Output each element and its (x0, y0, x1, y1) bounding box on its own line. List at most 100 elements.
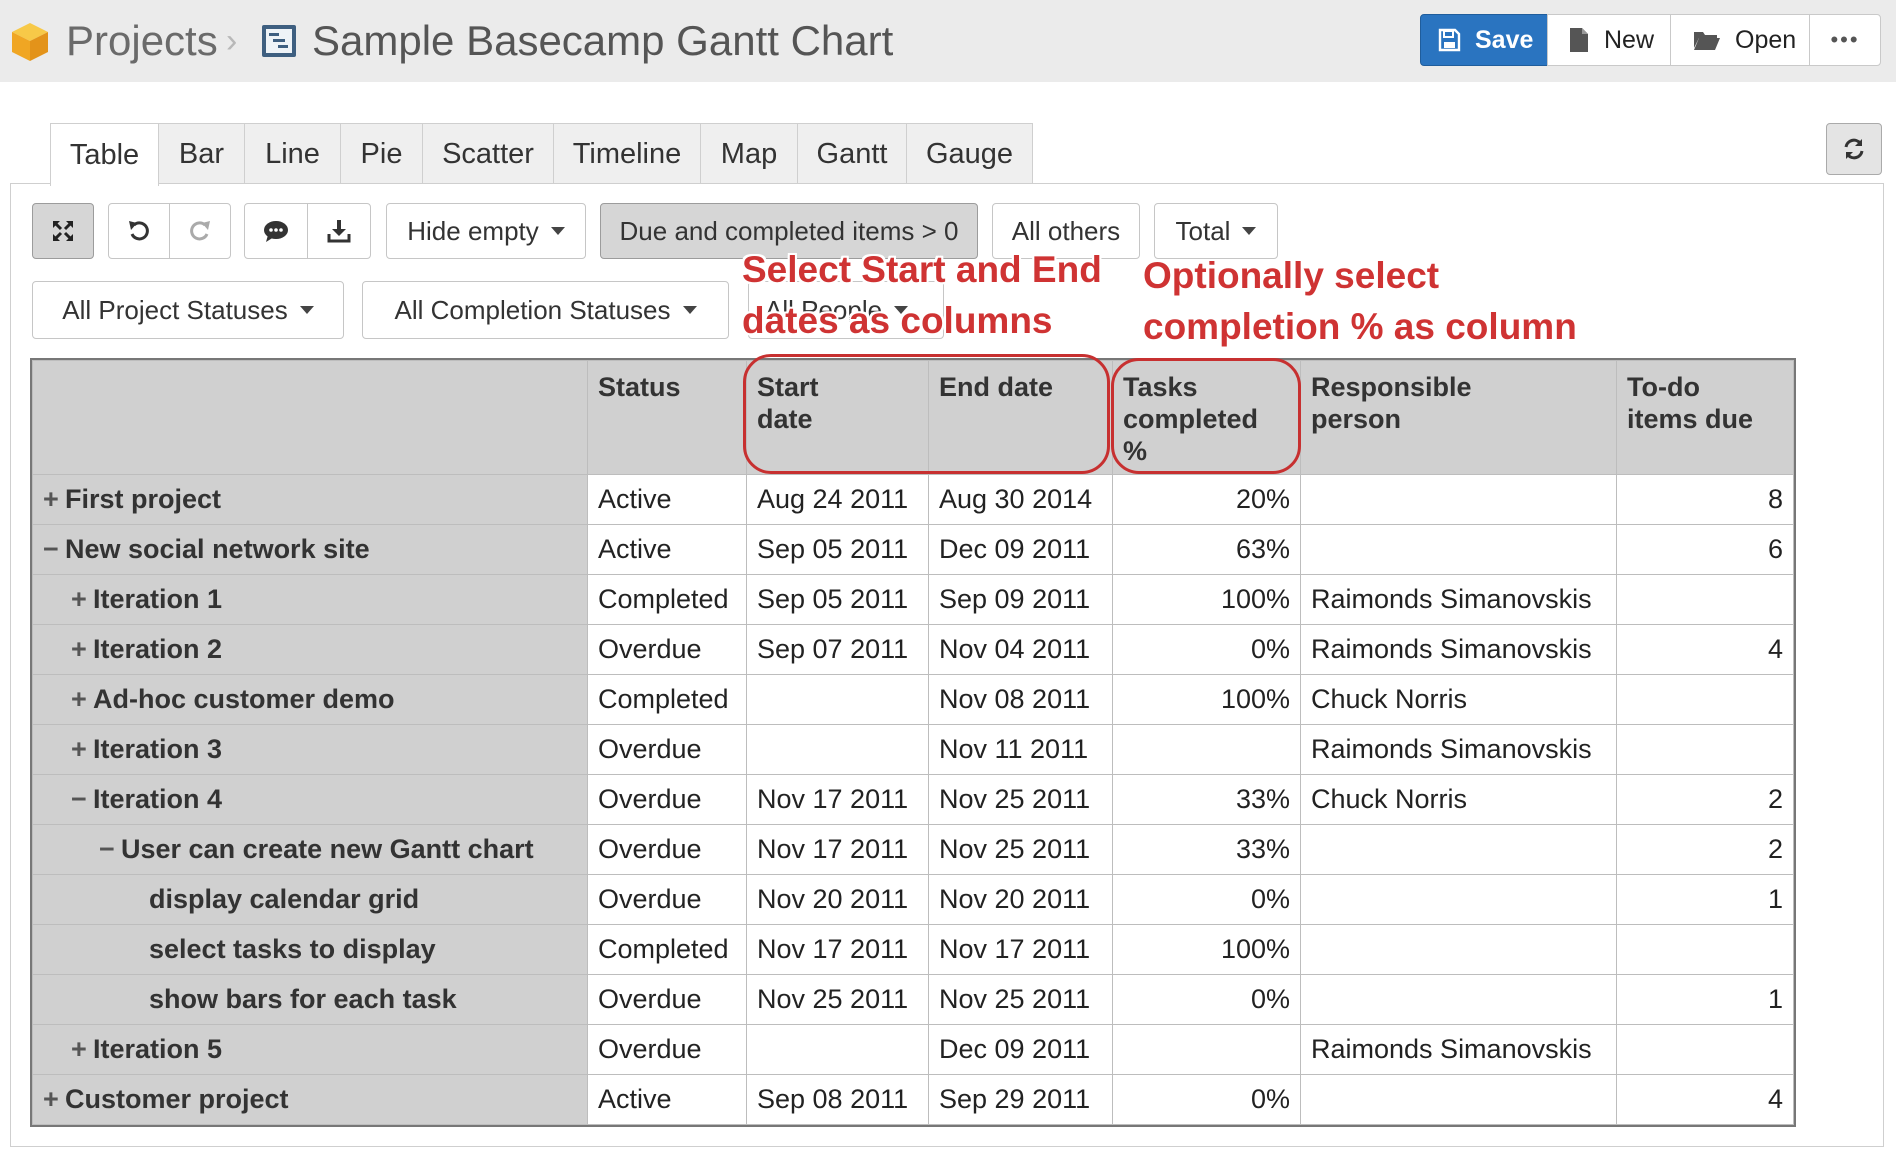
filter-label: Due and completed items > 0 (619, 215, 959, 246)
responsible-cell: Raimonds Simanovskis (1300, 724, 1617, 775)
table-header-row: Status Start date End date Tasks completed… (32, 360, 1794, 475)
tab-scatter[interactable]: Scatter (422, 123, 554, 184)
table-body: + First project Active Aug 24 2011 Aug 30 20… (32, 474, 1794, 1125)
tab-table[interactable]: Table (50, 123, 159, 186)
comment-button[interactable] (244, 203, 308, 259)
total-dropdown[interactable]: Total (1154, 203, 1278, 259)
row-header[interactable]: display calendar grid (32, 874, 588, 925)
start-date-cell: Aug 24 2011 (746, 474, 929, 525)
todo-due-cell (1616, 574, 1794, 625)
row-label: Customer project (65, 1084, 289, 1114)
new-button[interactable]: New (1547, 14, 1671, 66)
people-filter[interactable]: All People (748, 281, 944, 339)
status-cell: Active (587, 524, 747, 575)
row-header[interactable]: select tasks to display (32, 924, 588, 975)
completion-cell: 20% (1112, 474, 1301, 525)
todo-due-cell (1616, 724, 1794, 775)
new-button-label: New (1604, 25, 1655, 54)
tab-label: Pie (360, 137, 403, 170)
tab-gauge[interactable]: Gauge (906, 123, 1033, 184)
completion-cell: 63% (1112, 524, 1301, 575)
row-header[interactable]: − User can create new Gantt chart (32, 824, 588, 875)
tab-map[interactable]: Map (700, 123, 798, 184)
page-title: Sample Basecamp Gantt Chart (312, 17, 894, 64)
collapse-minus-icon[interactable]: − (71, 784, 87, 814)
tab-label: Map (720, 137, 778, 170)
tab-bar[interactable]: Bar (158, 123, 245, 184)
table-row: select tasks to display Completed Nov 17 2… (32, 924, 1794, 975)
collapse-minus-icon[interactable]: − (99, 834, 115, 864)
todo-due-cell (1616, 674, 1794, 725)
annotation-dates: Select Start and End dates as columns (742, 244, 1102, 346)
column-header-tasks-completed[interactable]: Tasks completed% (1112, 360, 1301, 475)
project-status-filter[interactable]: All Project Statuses (32, 281, 344, 339)
responsible-cell (1300, 524, 1617, 575)
tab-gantt[interactable]: Gantt (797, 123, 907, 184)
table-row: + Ad-hoc customer demo Completed Nov 08 201… (32, 674, 1794, 725)
expand-plus-icon[interactable]: + (71, 1034, 87, 1064)
fullscreen-button[interactable] (32, 203, 94, 259)
row-header[interactable]: + Iteration 3 (32, 724, 588, 775)
row-header[interactable]: + Iteration 1 (32, 574, 588, 625)
end-date-cell: Nov 25 2011 (928, 774, 1113, 825)
todo-due-cell (1616, 1024, 1794, 1075)
row-header[interactable]: + Iteration 2 (32, 624, 588, 675)
column-header-todo-due[interactable]: To-do items due (1616, 360, 1794, 475)
row-header[interactable]: − New social network site (32, 524, 588, 575)
tab-label: Line (265, 137, 320, 170)
column-header-responsible-person[interactable]: Responsible person (1300, 360, 1617, 475)
more-options-button[interactable]: ••• (1809, 14, 1881, 66)
row-header[interactable]: show bars for each task (32, 974, 588, 1025)
expand-plus-icon[interactable]: + (71, 634, 87, 664)
end-date-cell: Nov 25 2011 (928, 824, 1113, 875)
redo-icon (190, 221, 210, 241)
undo-button[interactable] (108, 203, 170, 259)
expand-plus-icon[interactable]: + (71, 684, 87, 714)
row-header[interactable]: + Ad-hoc customer demo (32, 674, 588, 725)
row-header[interactable]: + First project (32, 474, 588, 525)
row-header[interactable]: + Customer project (32, 1074, 588, 1125)
save-button[interactable]: Save (1420, 14, 1548, 66)
collapse-minus-icon[interactable]: − (43, 534, 59, 564)
start-date-cell: Sep 07 2011 (746, 624, 929, 675)
chevron-down-icon (1242, 227, 1257, 235)
tab-label: Gantt (816, 137, 888, 170)
expand-plus-icon[interactable]: + (71, 734, 87, 764)
data-table: Status Start date End date Tasks completed… (30, 358, 1796, 1127)
open-button[interactable]: Open (1670, 14, 1810, 66)
column-header-status[interactable]: Status (587, 360, 747, 475)
refresh-button[interactable] (1826, 123, 1882, 175)
table-row: − New social network site Active Sep 05 201… (32, 524, 1794, 575)
export-button[interactable] (307, 203, 371, 259)
redo-button[interactable] (169, 203, 231, 259)
all-others-button[interactable]: All others (992, 203, 1140, 259)
header-line: Status (598, 372, 681, 402)
tab-line[interactable]: Line (244, 123, 341, 184)
expand-plus-icon[interactable]: + (71, 584, 87, 614)
end-date-cell: Sep 09 2011 (928, 574, 1113, 625)
hide-empty-dropdown[interactable]: Hide empty (386, 203, 586, 259)
todo-due-cell: 8 (1616, 474, 1794, 525)
highlight-completion-column (1111, 358, 1301, 474)
breadcrumb: Projects (8, 14, 218, 68)
breadcrumb-projects-link[interactable]: Projects (66, 17, 218, 64)
table-row: − User can create new Gantt chart Overdue N… (32, 824, 1794, 875)
row-header[interactable]: − Iteration 4 (32, 774, 588, 825)
table-row: + Iteration 2 Overdue Sep 07 2011 Nov 04 201… (32, 624, 1794, 675)
filter-due-completed-button[interactable]: Due and completed items > 0 (600, 203, 978, 259)
header-line: Responsible (1311, 372, 1472, 402)
annotation-dates-line1: Select Start and End (742, 249, 1102, 290)
responsible-cell (1300, 874, 1617, 925)
tab-pie[interactable]: Pie (340, 123, 423, 184)
expand-plus-icon[interactable]: + (43, 484, 59, 514)
todo-due-cell: 2 (1616, 824, 1794, 875)
row-header[interactable]: + Iteration 5 (32, 1024, 588, 1075)
completion-status-filter[interactable]: All Completion Statuses (362, 281, 729, 339)
todo-due-cell: 6 (1616, 524, 1794, 575)
responsible-cell: Chuck Norris (1300, 674, 1617, 725)
end-date-cell: Dec 09 2011 (928, 524, 1113, 575)
expand-plus-icon[interactable]: + (43, 1084, 59, 1114)
start-date-cell (746, 674, 929, 725)
tab-timeline[interactable]: Timeline (553, 123, 701, 184)
todo-due-cell (1616, 924, 1794, 975)
